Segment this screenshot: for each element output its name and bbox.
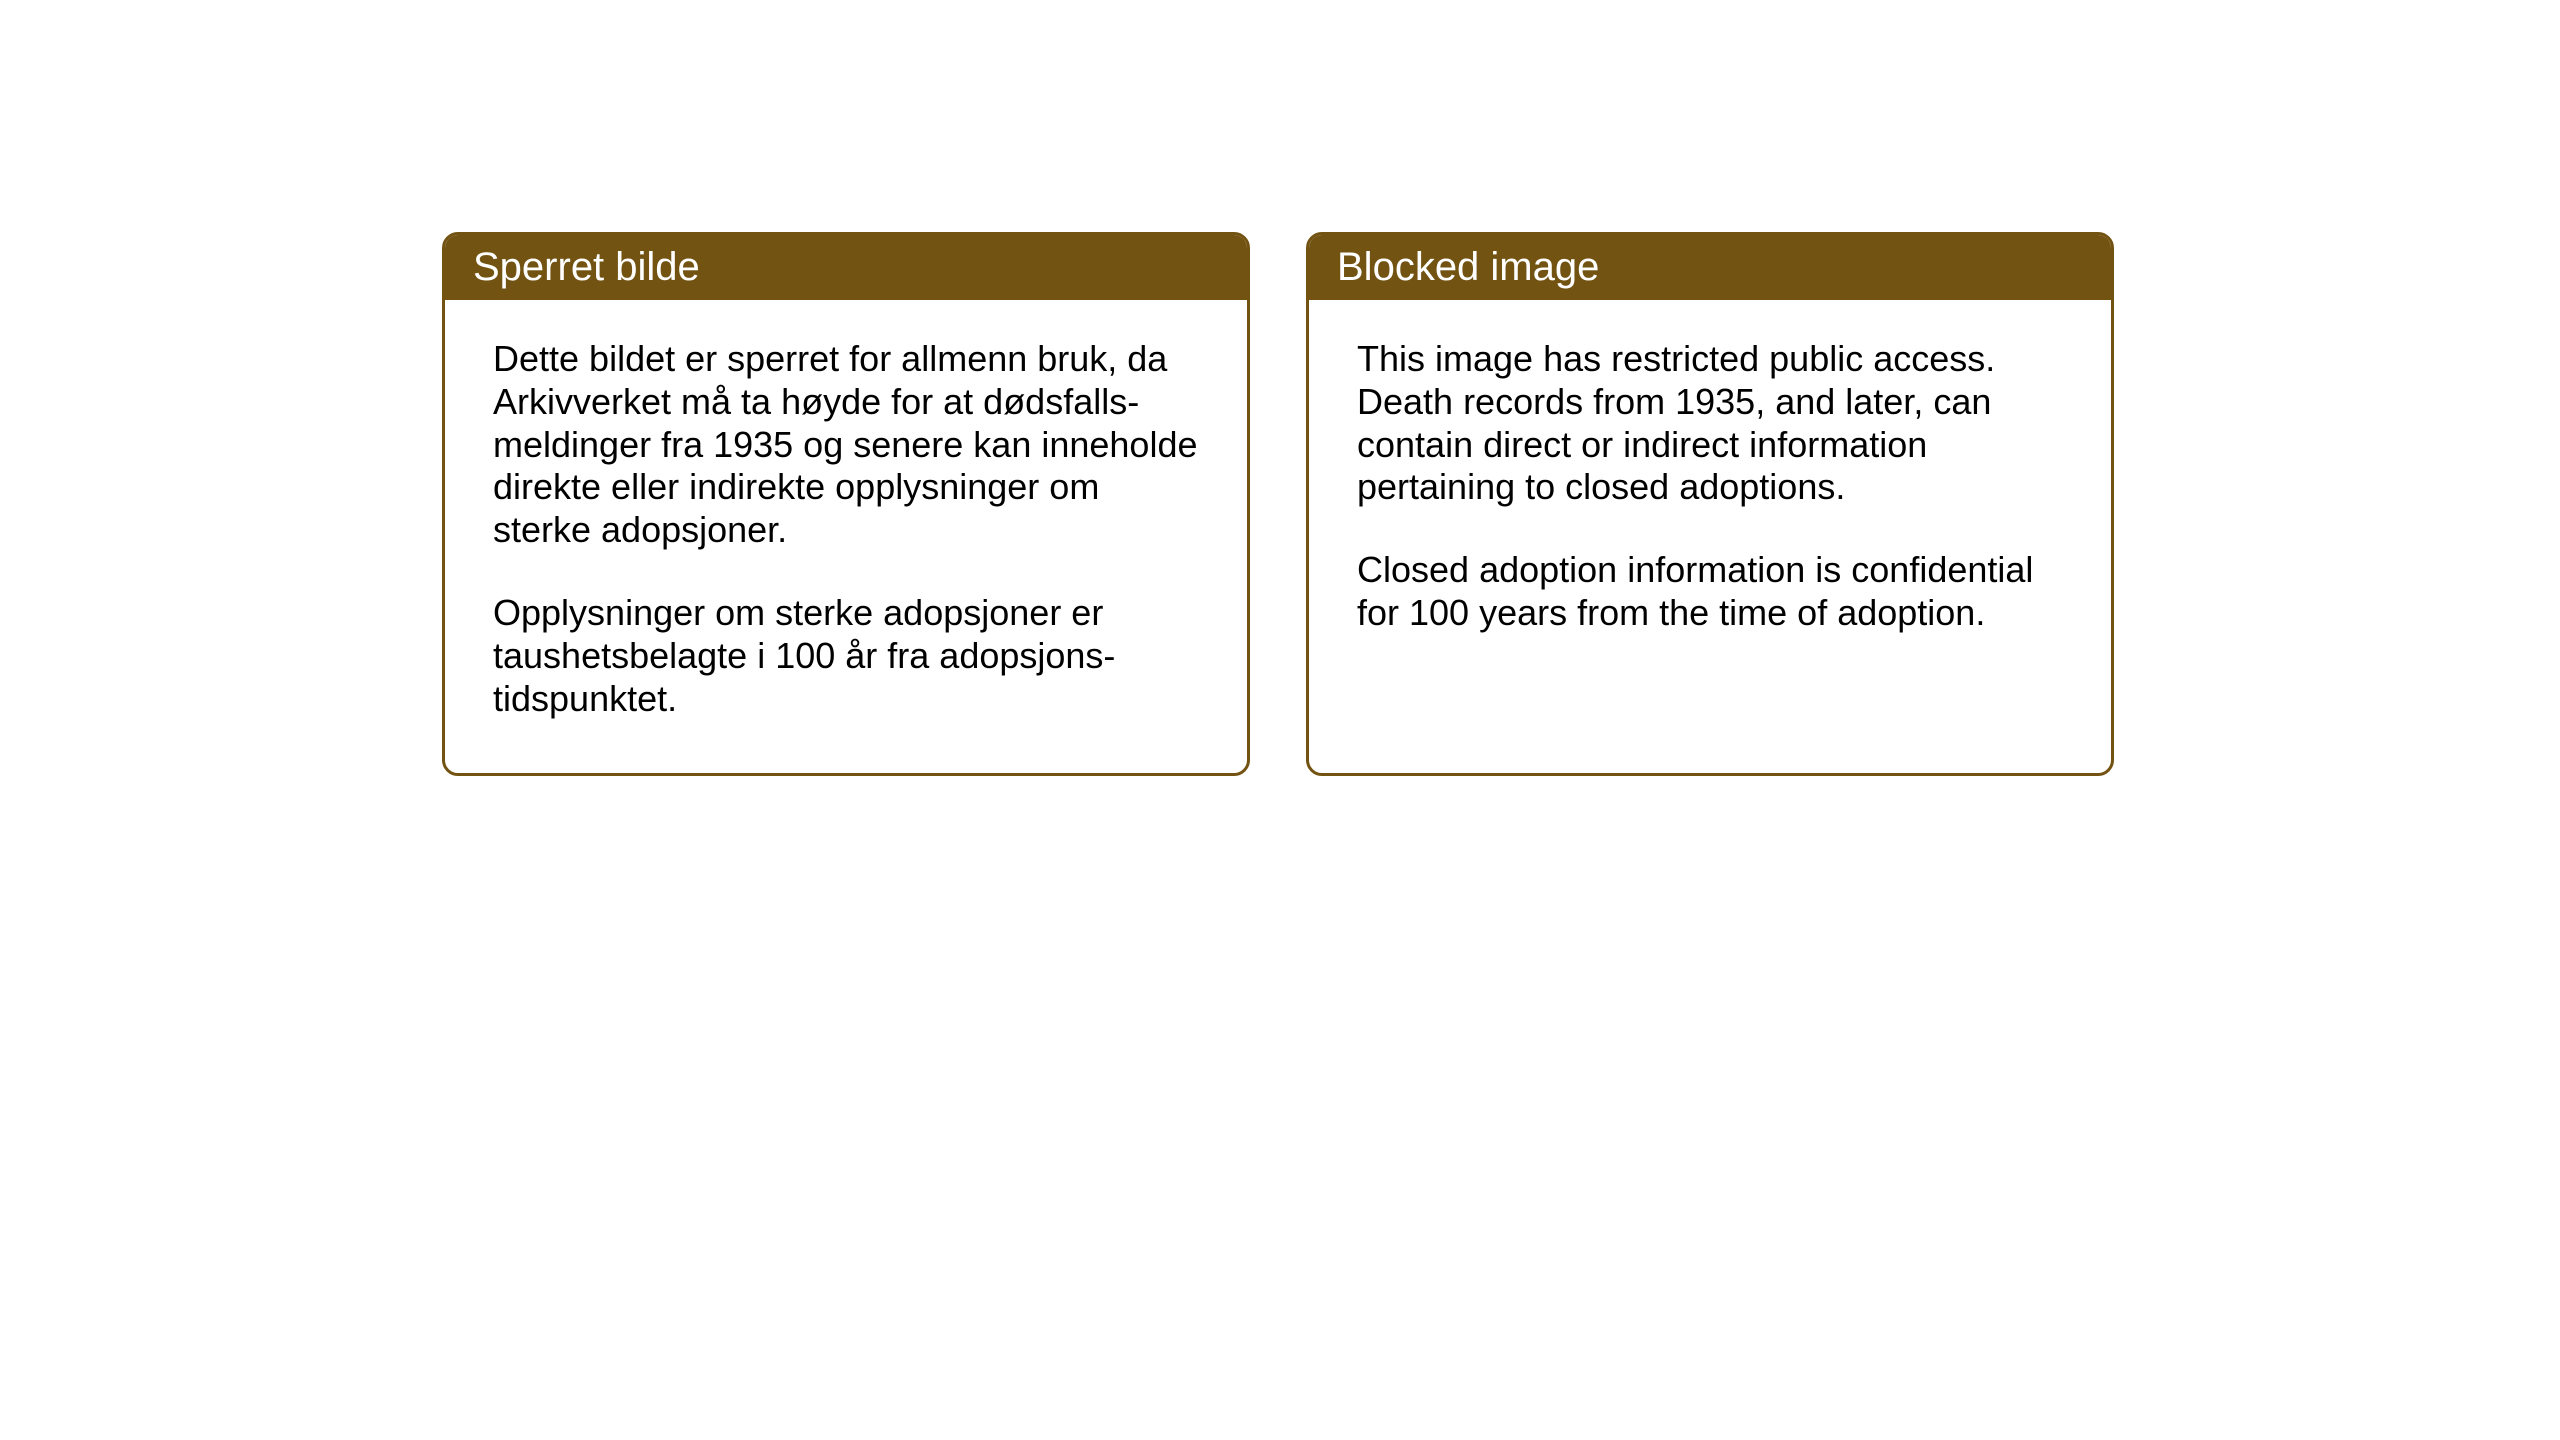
- card-header-english: Blocked image: [1309, 235, 2111, 300]
- card-body-english: This image has restricted public access.…: [1309, 300, 2111, 687]
- paragraph-2-norwegian: Opplysninger om sterke adopsjoner er tau…: [493, 592, 1199, 720]
- paragraph-2-english: Closed adoption information is confident…: [1357, 549, 2063, 635]
- cards-container: Sperret bilde Dette bildet er sperret fo…: [442, 232, 2114, 776]
- card-header-norwegian: Sperret bilde: [445, 235, 1247, 300]
- card-body-norwegian: Dette bildet er sperret for allmenn bruk…: [445, 300, 1247, 773]
- card-norwegian: Sperret bilde Dette bildet er sperret fo…: [442, 232, 1250, 776]
- paragraph-1-norwegian: Dette bildet er sperret for allmenn bruk…: [493, 338, 1199, 552]
- paragraph-1-english: This image has restricted public access.…: [1357, 338, 2063, 509]
- card-english: Blocked image This image has restricted …: [1306, 232, 2114, 776]
